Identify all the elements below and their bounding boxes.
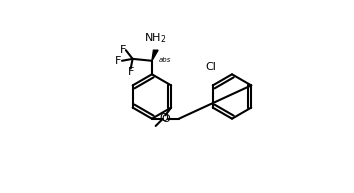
Text: NH$_2$: NH$_2$ bbox=[144, 31, 167, 45]
Text: F: F bbox=[120, 45, 126, 55]
Polygon shape bbox=[152, 50, 158, 61]
Text: Cl: Cl bbox=[205, 62, 216, 72]
Text: F: F bbox=[127, 67, 134, 77]
Text: O: O bbox=[161, 114, 170, 124]
Text: O: O bbox=[159, 113, 168, 123]
Text: F: F bbox=[115, 56, 122, 66]
Text: abs: abs bbox=[159, 57, 171, 63]
